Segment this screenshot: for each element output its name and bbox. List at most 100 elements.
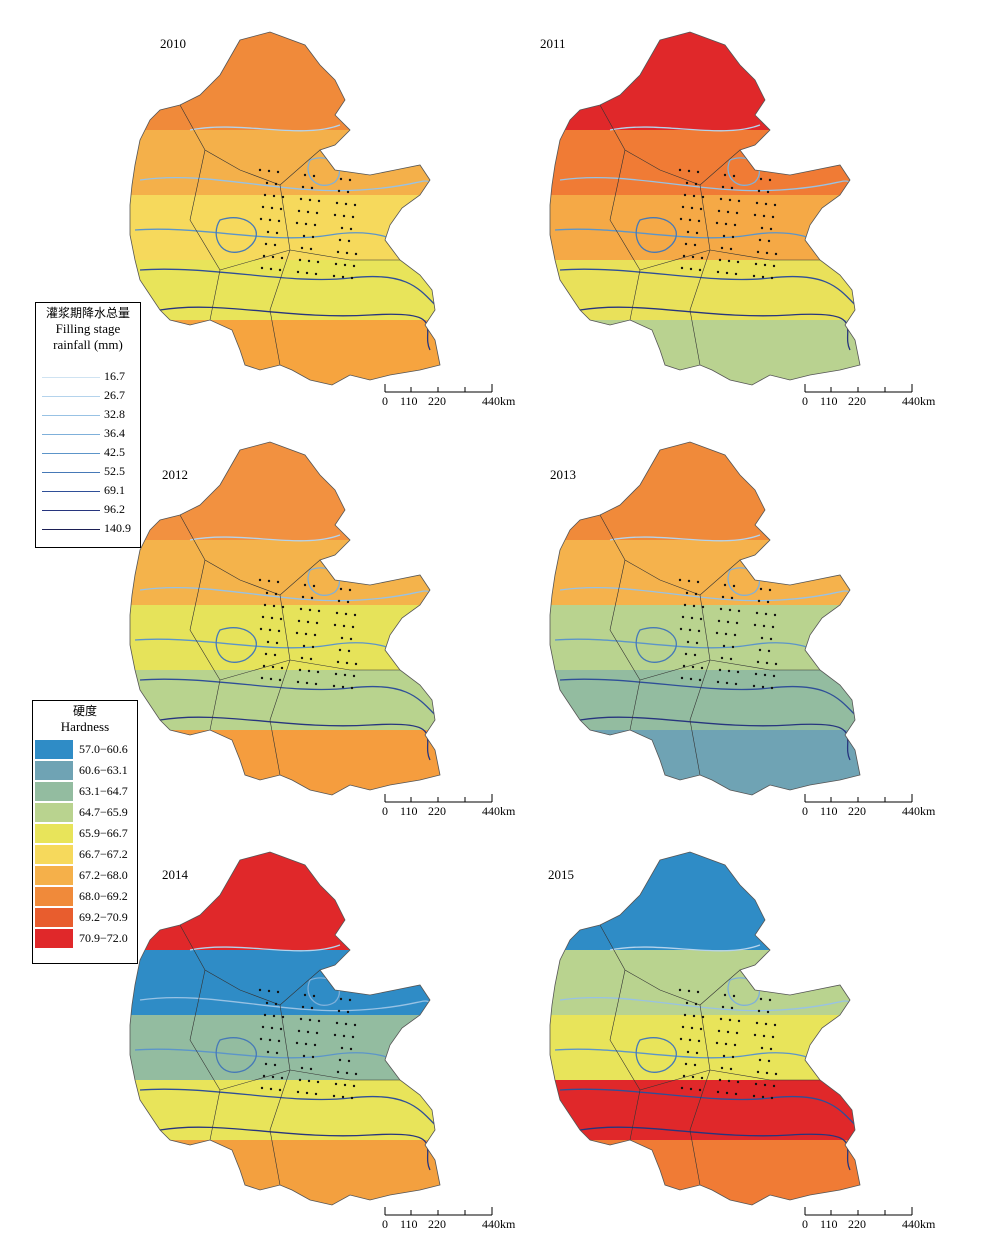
sample-site — [695, 641, 699, 645]
sample-site — [718, 668, 722, 672]
rainfall-legend-item: 52.5 — [36, 462, 140, 481]
scale-label-220: 220 — [428, 1217, 446, 1231]
sample-site — [732, 174, 736, 178]
hardness-band — [130, 605, 440, 670]
sample-site — [350, 1096, 354, 1100]
sample-site — [261, 205, 265, 209]
scale-bar: 0 110 220 440km — [800, 792, 950, 820]
hardness-band — [550, 852, 860, 950]
sample-site — [736, 670, 740, 674]
sample-site — [699, 207, 703, 211]
sample-site — [306, 620, 310, 624]
rainfall-legend-line — [42, 396, 100, 397]
rainfall-legend-line — [42, 377, 100, 378]
sample-site — [685, 1001, 689, 1005]
sample-site — [726, 1030, 730, 1034]
province-border — [269, 184, 291, 366]
sample-site — [299, 1017, 303, 1021]
sample-site — [332, 1094, 336, 1098]
hardness-legend: 硬度 Hardness 57.0−60.6 60.6−63.1 63.1−64.7 6… — [32, 700, 138, 964]
sample-site — [310, 186, 314, 190]
sample-site — [760, 1046, 764, 1050]
sample-site — [297, 1029, 301, 1033]
sample-site — [301, 185, 305, 189]
scale-label-0: 0 — [802, 1217, 808, 1231]
scale-label-110: 110 — [820, 1217, 838, 1231]
sample-site — [774, 662, 778, 666]
hardness-legend-value: 68.0−69.2 — [79, 889, 128, 903]
scale-label-110: 110 — [400, 394, 418, 408]
sample-site — [305, 1091, 309, 1095]
sample-site — [687, 579, 691, 583]
hardness-legend-swatch — [35, 908, 73, 927]
sample-site — [764, 1022, 768, 1026]
sample-site — [275, 641, 279, 645]
sample-site — [771, 625, 775, 629]
rainfall-contour — [635, 627, 677, 663]
rainfall-legend-title-en1: Filling stage — [55, 321, 121, 336]
scale-label-220: 220 — [848, 394, 866, 408]
sample-site — [683, 193, 687, 197]
sample-site — [737, 609, 741, 613]
sample-site — [298, 1078, 302, 1082]
sample-site — [278, 268, 282, 272]
rainfall-contour — [139, 678, 440, 721]
sample-site — [259, 217, 263, 221]
sample-site — [297, 209, 301, 213]
rainfall-legend-value: 16.7 — [104, 369, 125, 383]
sample-site — [736, 260, 740, 264]
sample-site — [295, 631, 299, 635]
sample-site — [350, 686, 354, 690]
scale-label-440: 440km — [902, 394, 936, 408]
sample-site — [753, 1033, 757, 1037]
sample-site — [771, 1035, 775, 1039]
sample-site — [350, 276, 354, 280]
scale-bar: 0 110 220 440km — [380, 1205, 515, 1233]
sample-site — [733, 1043, 737, 1047]
sample-site — [262, 1074, 266, 1078]
sample-site — [765, 1071, 769, 1075]
rainfall-legend-line — [42, 415, 100, 416]
hardness-legend-item: 57.0−60.6 — [33, 739, 137, 760]
sample-site — [334, 672, 338, 676]
province-border — [289, 1069, 400, 1081]
sample-site — [316, 260, 320, 264]
rainfall-contour — [189, 944, 341, 952]
sample-site — [697, 629, 701, 633]
rainfall-contour — [559, 996, 860, 1016]
hardness-legend-item: 70.9−72.0 — [33, 928, 137, 949]
hardness-surface — [130, 852, 440, 1205]
map-panel-2013 — [540, 430, 940, 830]
sample-site — [689, 267, 693, 271]
sample-site — [339, 587, 343, 591]
sample-site — [752, 274, 756, 278]
sample-site — [304, 1042, 308, 1046]
rainfall-contour — [139, 1088, 440, 1131]
sample-site — [302, 644, 306, 648]
map-graphic — [549, 441, 861, 796]
rainfall-contour — [635, 217, 677, 253]
sample-site — [346, 190, 350, 194]
rainfall-legend: 灌浆期降水总量 Filling stage rainfall (mm) 16.7… — [35, 302, 141, 548]
sample-site — [336, 1070, 340, 1074]
map-graphic — [549, 851, 861, 1206]
sample-site — [688, 628, 692, 632]
sample-site — [338, 1058, 342, 1062]
rainfall-contour — [559, 1088, 860, 1131]
sample-site — [354, 1072, 358, 1076]
sample-site — [345, 251, 349, 255]
sample-site — [308, 608, 312, 612]
sample-site — [768, 588, 772, 592]
sample-site — [279, 207, 283, 211]
sample-site — [266, 1050, 270, 1054]
sample-site — [696, 170, 700, 174]
scale-label-110: 110 — [400, 1217, 418, 1231]
sample-site — [692, 604, 696, 608]
sample-site — [297, 619, 301, 623]
scale-bar: 0 110 220 440km — [380, 382, 515, 410]
sample-site — [758, 238, 762, 242]
sample-site — [299, 197, 303, 201]
province-border — [219, 249, 291, 271]
sample-site — [347, 239, 351, 243]
sample-site — [682, 664, 686, 668]
